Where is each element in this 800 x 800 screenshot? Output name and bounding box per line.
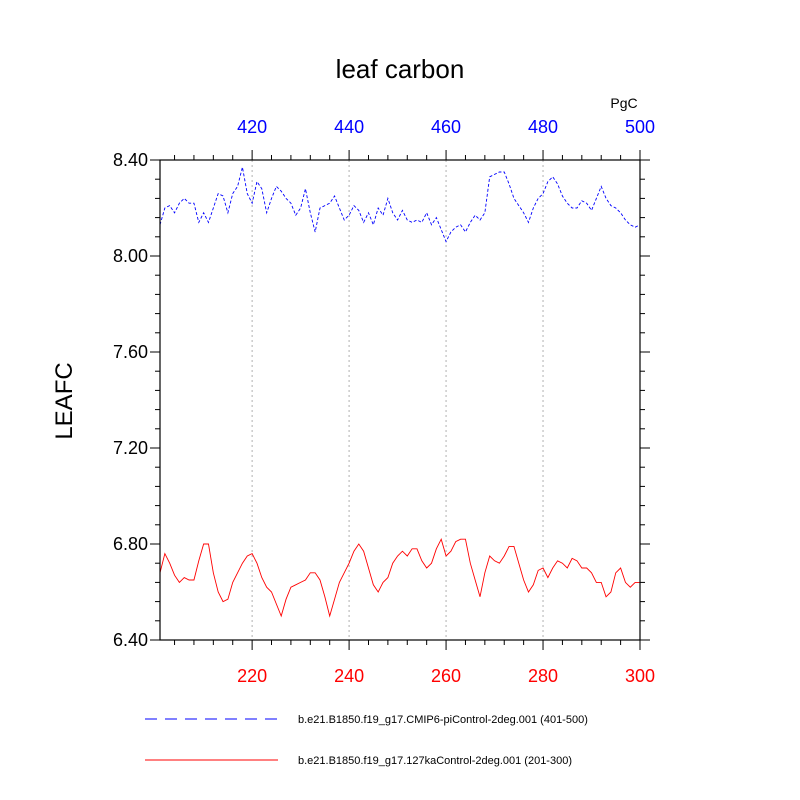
plot-frame: [159, 159, 641, 641]
units-label: PgC: [610, 95, 637, 111]
y-tick-label: 6.80: [113, 534, 148, 554]
legend: b.e21.B1850.f19_g17.CMIP6-piControl-2deg…: [145, 714, 588, 767]
y-tick-label: 8.00: [113, 246, 148, 266]
legend-label-127kaControl: b.e21.B1850.f19_g17.127kaControl-2deg.00…: [298, 755, 572, 767]
series-line-0: [159, 167, 641, 243]
x-top-tick-label: 500: [625, 117, 655, 137]
y-tick-label: 7.60: [113, 342, 148, 362]
tick-labels: 6.40 6.80 7.20 7.60 8.00 8.40 220 240 260 280 300 4…: [113, 117, 655, 686]
y-tick-label: 7.20: [113, 438, 148, 458]
x-top-tick-label: 480: [528, 117, 558, 137]
x-bottom-tick-label: 300: [625, 666, 655, 686]
x-top-tick-label: 460: [431, 117, 461, 137]
x-top-tick-label: 420: [237, 117, 267, 137]
series-line-1: [159, 537, 640, 618]
y-axis-label: LEAFC: [51, 362, 78, 439]
x-bottom-tick-label: 280: [528, 666, 558, 686]
series-layer: [159, 167, 641, 618]
axis-ticks: [150, 150, 650, 650]
x-bottom-tick-label: 260: [431, 666, 461, 686]
x-top-tick-label: 440: [334, 117, 364, 137]
chart-title: leaf carbon: [336, 54, 465, 84]
legend-label-piControl: b.e21.B1850.f19_g17.CMIP6-piControl-2deg…: [298, 714, 588, 726]
grid: [251, 160, 544, 640]
x-bottom-tick-label: 220: [237, 666, 267, 686]
y-tick-label: 8.40: [113, 150, 148, 170]
y-tick-label: 6.40: [113, 630, 148, 650]
x-bottom-tick-label: 240: [334, 666, 364, 686]
